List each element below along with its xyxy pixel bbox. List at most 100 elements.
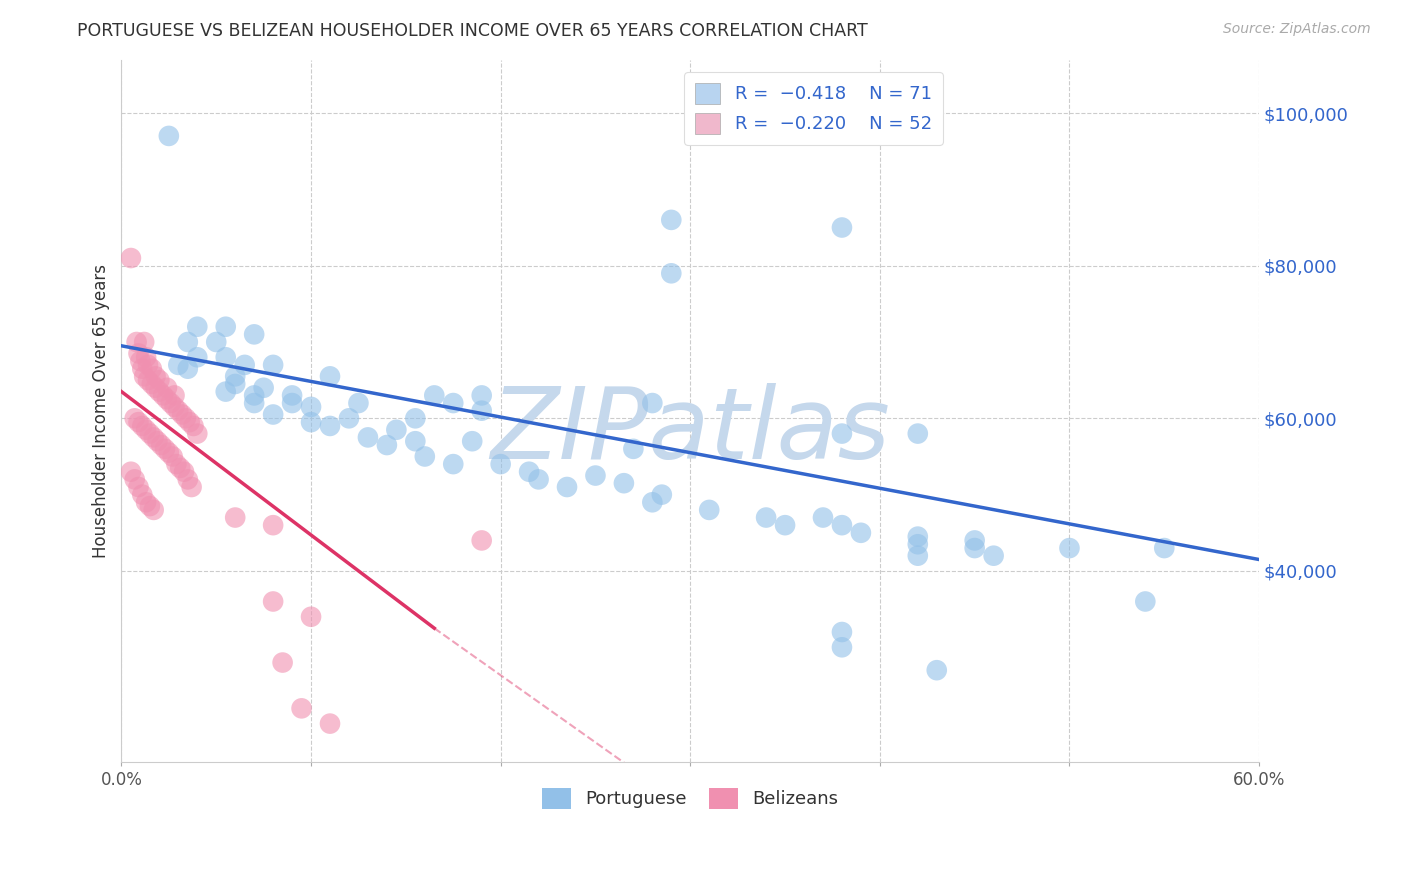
Point (907, 530, 929, 544)
Point (128, 480, 150, 494)
Point (157, 128, 180, 143)
Point (120, 465, 142, 479)
Point (831, 220, 853, 235)
Point (224, 510, 246, 524)
Point (186, 426, 208, 441)
Point (141, 376, 163, 391)
Text: PORTUGUESE VS BELIZEAN HOUSEHOLDER INCOME OVER 65 YEARS CORRELATION CHART: PORTUGUESE VS BELIZEAN HOUSEHOLDER INCOM… (77, 22, 868, 40)
Point (831, 426, 853, 441)
Point (134, 334, 156, 349)
Point (441, 457, 464, 471)
Point (233, 358, 256, 372)
Point (385, 423, 408, 437)
Point (167, 403, 190, 417)
Point (659, 266, 682, 280)
Point (755, 510, 778, 524)
Point (162, 450, 184, 464)
Point (262, 594, 284, 608)
Point (471, 403, 494, 417)
Point (172, 408, 194, 422)
Point (141, 361, 163, 376)
Point (262, 408, 284, 422)
Point (124, 411, 146, 425)
Point (347, 396, 370, 410)
Point (136, 373, 159, 387)
Point (243, 327, 266, 342)
Point (148, 373, 170, 387)
Point (831, 640, 853, 655)
Point (139, 499, 162, 513)
Point (186, 351, 208, 365)
Point (177, 472, 200, 486)
Point (471, 388, 494, 402)
Point (413, 450, 436, 464)
Point (357, 430, 380, 444)
Point (179, 415, 201, 429)
Point (319, 419, 342, 434)
Point (849, 525, 872, 540)
Point (157, 445, 180, 459)
Point (983, 549, 1005, 563)
Point (128, 346, 150, 360)
Point (153, 442, 176, 456)
Point (243, 388, 266, 402)
Point (224, 376, 246, 391)
Point (811, 510, 834, 524)
Point (135, 351, 157, 365)
Point (150, 438, 173, 452)
Point (517, 465, 540, 479)
Point (651, 488, 673, 502)
Point (319, 716, 342, 731)
Point (299, 415, 322, 429)
Point (641, 396, 664, 410)
Point (963, 533, 986, 548)
Point (124, 472, 146, 486)
Point (215, 319, 238, 334)
Point (299, 400, 322, 414)
Point (145, 369, 167, 384)
Point (404, 411, 426, 425)
Point (145, 381, 167, 395)
Point (290, 701, 312, 715)
Point (142, 503, 165, 517)
Point (337, 411, 360, 425)
Point (156, 381, 179, 395)
Point (120, 251, 142, 265)
Point (319, 369, 342, 384)
Point (167, 358, 190, 372)
Point (299, 609, 322, 624)
Point (128, 415, 150, 429)
Point (180, 480, 202, 494)
Point (163, 388, 186, 402)
Point (169, 461, 191, 475)
Point (159, 396, 181, 410)
Point (471, 533, 494, 548)
Point (215, 351, 238, 365)
Point (262, 518, 284, 533)
Text: Source: ZipAtlas.com: Source: ZipAtlas.com (1223, 22, 1371, 37)
Y-axis label: Householder Income Over 65 years: Householder Income Over 65 years (93, 264, 110, 558)
Point (243, 396, 266, 410)
Point (253, 381, 276, 395)
Point (1135, 594, 1157, 608)
Point (831, 518, 853, 533)
Point (271, 656, 294, 670)
Point (613, 476, 636, 491)
Point (1153, 541, 1175, 555)
Point (165, 457, 187, 471)
Text: ZIPatlas: ZIPatlas (491, 384, 890, 480)
Point (139, 426, 162, 441)
Point (907, 426, 929, 441)
Point (621, 442, 644, 456)
Point (441, 396, 464, 410)
Point (142, 430, 165, 444)
Point (697, 503, 720, 517)
Point (281, 388, 304, 402)
Point (177, 334, 200, 349)
Point (527, 472, 550, 486)
Point (163, 400, 186, 414)
Legend: Portuguese, Belizeans: Portuguese, Belizeans (536, 780, 845, 816)
Point (129, 354, 152, 368)
Point (423, 388, 446, 402)
Point (555, 480, 578, 494)
